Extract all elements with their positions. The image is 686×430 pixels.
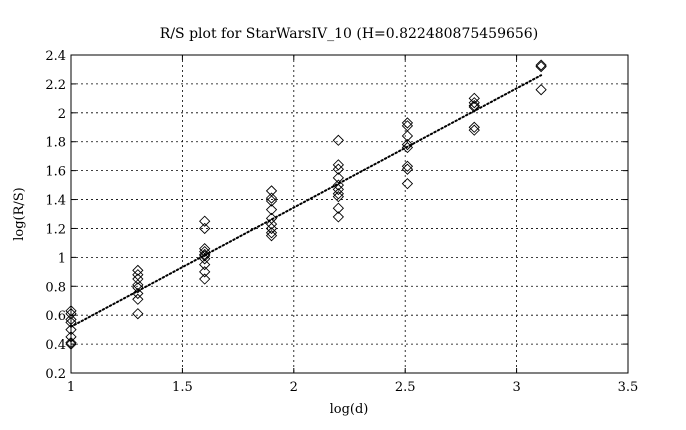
data-point (265, 230, 278, 242)
data-point (199, 258, 211, 271)
y-tick-label: 1.8 (45, 136, 66, 151)
x-tick-label: 3.5 (618, 380, 639, 395)
data-point (132, 293, 144, 305)
data-point (332, 183, 344, 196)
fit-line-layer (70, 74, 543, 328)
x-tick-label: 1 (67, 380, 75, 395)
data-point (199, 245, 211, 258)
data-point (468, 121, 480, 133)
data-point (401, 138, 414, 151)
data-point (535, 59, 547, 71)
y-tick-label: 1.6 (45, 165, 66, 180)
data-point (132, 287, 144, 300)
data-point (332, 172, 344, 184)
data-point (199, 250, 211, 262)
data-point (199, 253, 211, 265)
data-point (265, 218, 278, 230)
data-point (401, 178, 414, 190)
y-tick-label: 1 (58, 251, 66, 266)
x-tick-label: 2.5 (395, 380, 416, 395)
data-point (401, 117, 414, 129)
data-point (535, 60, 547, 73)
y-axis-label: log(R/S) (12, 187, 27, 241)
data-point (401, 130, 414, 142)
data-point (332, 191, 344, 203)
data-point (401, 141, 414, 154)
data-point (132, 264, 144, 277)
x-axis-label: log(d) (330, 402, 369, 417)
data-point (132, 308, 144, 320)
plot-area-frame (70, 54, 629, 374)
data-point (265, 195, 278, 207)
y-tick-label: 0.4 (45, 338, 66, 353)
y-tick-label: 0.6 (45, 309, 66, 324)
x-tick-label: 2 (290, 380, 298, 395)
data-point (132, 279, 144, 291)
data-point (265, 192, 278, 204)
data-point (332, 134, 344, 146)
data-point (132, 282, 144, 294)
data-point (132, 273, 144, 285)
fit-line (70, 74, 543, 328)
x-tick-label: 1.5 (172, 380, 193, 395)
data-point (199, 215, 211, 227)
data-point (332, 211, 344, 223)
data-point (468, 92, 480, 105)
data-point (401, 160, 414, 172)
data-point (468, 97, 480, 109)
data-point (265, 227, 278, 239)
data-point (401, 163, 414, 175)
data-point (332, 179, 344, 191)
data-point (332, 188, 344, 200)
x-tick-label: 3 (512, 380, 520, 395)
tick-labels: 1 1.5 2 2.5 3 3.5 0.2 0.4 0.6 0.8 1 1.2 1.4 1.6 1.8 2 2.… (45, 49, 638, 395)
data-point (265, 222, 278, 235)
y-tick-label: 2.4 (45, 49, 66, 64)
y-tick-label: 2.2 (45, 78, 66, 93)
data-point (468, 99, 480, 112)
y-tick-label: 0.2 (45, 367, 66, 382)
data-point (468, 124, 480, 136)
data-point (265, 204, 278, 216)
data-point (332, 163, 344, 175)
y-tick-label: 0.8 (45, 280, 66, 295)
chart-title: R/S plot for StarWarsIV_10 (H=0.82248087… (160, 26, 538, 42)
data-points (65, 59, 547, 350)
data-point (199, 266, 211, 278)
y-tick-label: 2 (58, 107, 66, 122)
data-point (468, 101, 480, 113)
data-point (199, 273, 211, 285)
data-point (199, 222, 211, 235)
data-point (535, 84, 547, 96)
data-point (332, 159, 344, 171)
y-tick-label: 1.4 (45, 194, 66, 209)
y-tick-label: 1.2 (45, 222, 66, 237)
data-point (332, 202, 344, 214)
